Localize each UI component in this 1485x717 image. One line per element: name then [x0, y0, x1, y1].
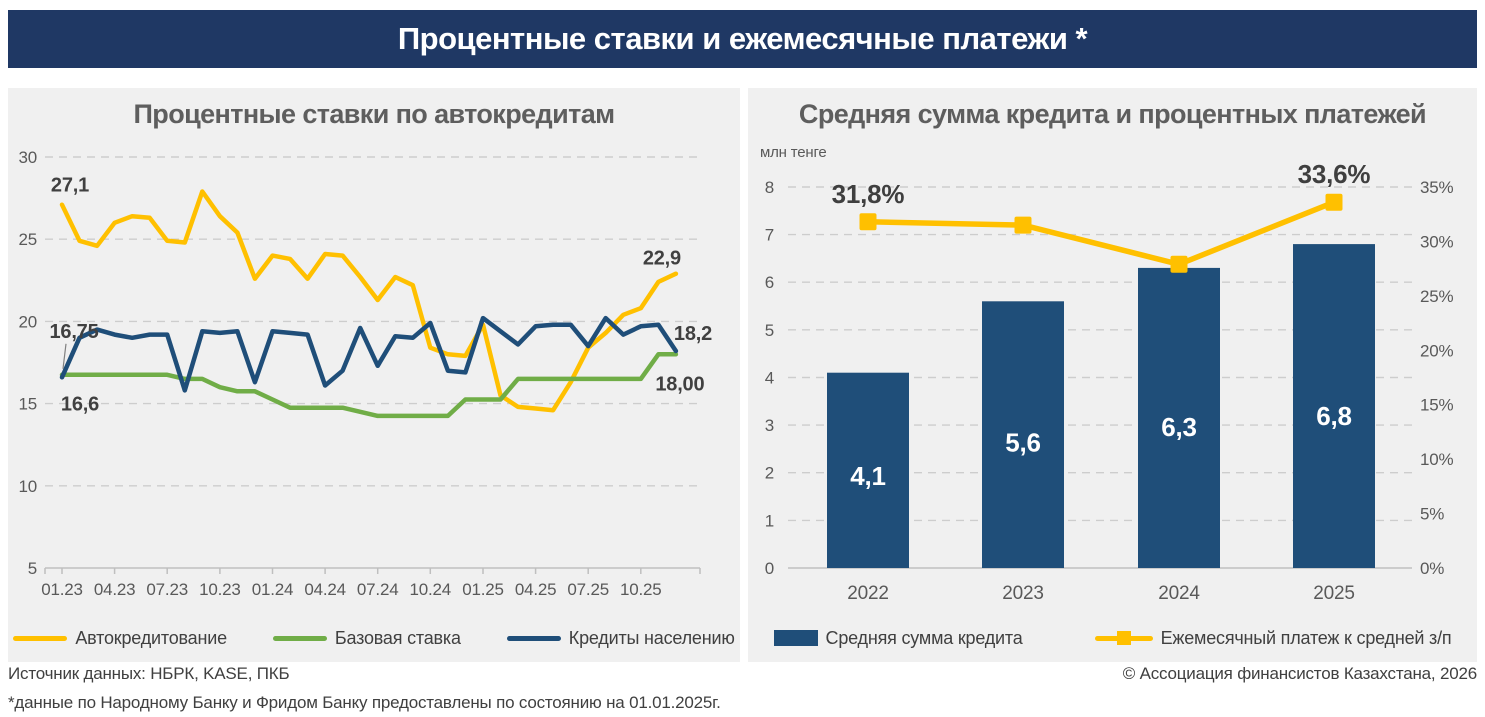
y-axis-unit-label: млн тенге: [760, 144, 827, 161]
svg-text:2022: 2022: [847, 583, 888, 604]
right-chart-title: Средняя сумма кредита и процентных плате…: [798, 99, 1427, 129]
data-source-note: Источник данных: НБРК, KASE, ПКБ: [8, 664, 290, 683]
svg-text:1: 1: [765, 511, 774, 530]
svg-text:6,8: 6,8: [1316, 401, 1352, 431]
svg-text:15: 15: [18, 395, 37, 414]
header-bar: Процентные ставки и ежемесячные платежи …: [8, 10, 1477, 68]
svg-text:16,75: 16,75: [49, 321, 98, 343]
left-chart-legend: Автокредитование Базовая ставка Кредиты на…: [8, 622, 740, 654]
svg-text:35%: 35%: [1420, 178, 1454, 197]
svg-text:10.25: 10.25: [620, 580, 662, 599]
legend-label: Автокредитование: [75, 627, 227, 648]
svg-text:2024: 2024: [1158, 583, 1200, 604]
svg-text:10.24: 10.24: [410, 580, 452, 599]
svg-text:10.23: 10.23: [199, 580, 241, 599]
auto-loan-rates-line-chart: 30 25 20 15 10 501.23 04.23 07.23 10.23 01.24 04.2…: [18, 148, 712, 599]
svg-text:07.24: 07.24: [357, 580, 399, 599]
svg-text:07.23: 07.23: [146, 580, 188, 599]
svg-text:01.25: 01.25: [462, 580, 504, 599]
panel-auto-loan-rates: 30 25 20 15 10 5 01.23 04.23 07.23 10.23 01.24 04.2…: [8, 88, 740, 662]
svg-text:27,1: 27,1: [51, 175, 89, 197]
copyright-note: © Ассоциация финансистов Казахстана, 202…: [1122, 664, 1477, 683]
svg-text:5: 5: [765, 321, 774, 340]
svg-text:04.23: 04.23: [94, 580, 136, 599]
svg-text:04.25: 04.25: [515, 580, 557, 599]
svg-text:16,6: 16,6: [61, 393, 99, 415]
svg-text:18,00: 18,00: [655, 373, 704, 395]
svg-text:10%: 10%: [1420, 450, 1454, 469]
svg-text:5: 5: [28, 559, 37, 578]
legend-label: Базовая ставка: [334, 627, 461, 648]
legend-bar-swatch: [773, 630, 818, 646]
svg-text:07.25: 07.25: [567, 580, 609, 599]
svg-text:25%: 25%: [1420, 287, 1454, 306]
svg-text:30: 30: [18, 148, 37, 167]
legend-item: Средняя сумма кредита: [773, 627, 1023, 649]
svg-text:2: 2: [765, 464, 774, 483]
legend-item: Автокредитование: [13, 628, 227, 649]
svg-text:04.24: 04.24: [304, 580, 346, 599]
legend-label: Кредиты населению: [568, 627, 735, 648]
legend-line-swatch: [13, 635, 68, 641]
footer-row: Источник данных: НБРК, KASE, ПКБ © Ассоц…: [8, 664, 1477, 684]
svg-text:30%: 30%: [1420, 232, 1454, 251]
legend-label: Ежемесячный платеж к средней з/п: [1160, 627, 1452, 648]
svg-text:10: 10: [18, 477, 37, 496]
svg-text:2023: 2023: [1002, 583, 1043, 604]
svg-text:01.23: 01.23: [41, 580, 83, 599]
panel-avg-loan: 8 7 6 5 4 3 2 1 0 35% 30% 25% 20% 15% 10% 5% 0% 4,1 5,6 6,3…: [748, 88, 1477, 662]
svg-text:6: 6: [765, 273, 774, 292]
svg-text:22,9: 22,9: [643, 248, 681, 270]
legend-line-swatch: [272, 635, 327, 641]
legend-item: Ежемесячный платеж к средней з/п: [1094, 627, 1452, 649]
right-chart-legend: Средняя сумма кредита Ежемесячный платеж …: [748, 622, 1477, 654]
svg-text:8: 8: [765, 178, 774, 197]
legend-linemarker-swatch: [1094, 629, 1153, 647]
svg-text:25: 25: [18, 230, 37, 249]
svg-text:3: 3: [765, 416, 774, 435]
svg-text:18,2: 18,2: [674, 323, 712, 345]
left-chart-title: Процентные ставки по автокредитам: [133, 99, 616, 129]
svg-text:20%: 20%: [1420, 341, 1454, 360]
svg-text:7: 7: [765, 226, 774, 245]
svg-text:31,8%: 31,8%: [832, 179, 905, 209]
legend-item: Базовая ставка: [272, 627, 461, 649]
svg-text:5,6: 5,6: [1005, 428, 1041, 458]
svg-text:4: 4: [765, 369, 774, 388]
footnote: *данные по Народному Банку и Фридом Банк…: [8, 693, 721, 712]
legend-line-swatch: [506, 635, 561, 641]
svg-text:6,3: 6,3: [1161, 412, 1197, 442]
svg-text:01.24: 01.24: [252, 580, 294, 599]
svg-text:4,1: 4,1: [850, 461, 886, 491]
svg-text:33,6%: 33,6%: [1298, 159, 1371, 189]
avg-loan-bar-chart: 8 7 6 5 4 3 2 1 0 35% 30% 25% 20% 15% 10% 5% 0% 4,1 5,6 6,3…: [765, 159, 1454, 604]
svg-text:20: 20: [18, 312, 37, 331]
svg-text:15%: 15%: [1420, 396, 1454, 415]
svg-text:0%: 0%: [1420, 559, 1444, 578]
legend-label: Средняя сумма кредита: [825, 627, 1023, 648]
svg-text:2025: 2025: [1313, 583, 1354, 604]
legend-item: Кредиты населению: [506, 627, 735, 649]
page-title: Процентные ставки и ежемесячные платежи …: [397, 21, 1088, 56]
svg-text:0: 0: [765, 559, 774, 578]
svg-text:5%: 5%: [1420, 505, 1444, 524]
